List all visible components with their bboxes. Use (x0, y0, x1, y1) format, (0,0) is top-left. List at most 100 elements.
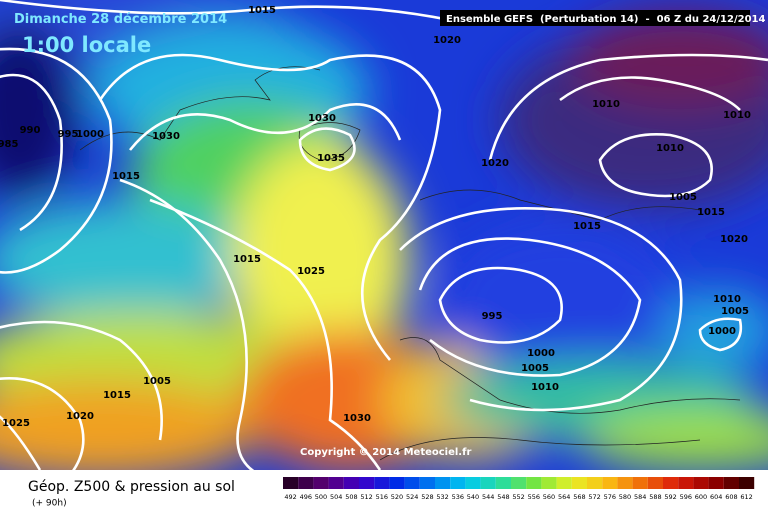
scale-label: 512 (360, 493, 372, 501)
scale-swatch (480, 477, 496, 489)
isobar-label: 995 (58, 129, 79, 140)
scale-swatch (541, 477, 557, 489)
run-info: Ensemble GEFS (Perturbation 14) - 06 Z d… (446, 14, 765, 25)
scale-swatch (404, 477, 420, 489)
forecast-date: Dimanche 28 décembre 2014 (14, 12, 227, 27)
isobar-label: 985 (0, 139, 18, 150)
scale-label: 496 (300, 493, 312, 501)
isobar-label: 1000 (708, 326, 736, 337)
scale-label: 556 (528, 493, 540, 501)
scale-swatch (298, 477, 314, 489)
scale-label: 528 (421, 493, 433, 501)
scale-swatch (571, 477, 587, 489)
isobar-label: 995 (482, 311, 503, 322)
scale-label: 584 (634, 493, 646, 501)
isobar-label: 1015 (573, 221, 601, 232)
scale-swatch (495, 477, 511, 489)
scale-swatch (343, 477, 359, 489)
scale-label: 492 (284, 493, 296, 501)
isobar-label: 1015 (233, 254, 261, 265)
isobar-label: 1020 (433, 35, 461, 46)
scale-swatch (374, 477, 390, 489)
scale-swatch (617, 477, 633, 489)
scale-swatch (450, 477, 466, 489)
isobar-label: 1010 (713, 294, 741, 305)
scale-label: 508 (345, 493, 357, 501)
scale-label: 588 (649, 493, 661, 501)
scale-label: 572 (588, 493, 600, 501)
scale-swatch (587, 477, 603, 489)
lead-time: (+ 90h) (32, 499, 67, 509)
isobar-label: 1030 (343, 413, 371, 424)
scale-swatch (602, 477, 618, 489)
scale-label: 548 (497, 493, 509, 501)
scale-swatch (693, 477, 709, 489)
scale-label: 500 (315, 493, 327, 501)
scale-swatch (313, 477, 329, 489)
isobar-label: 1005 (721, 306, 749, 317)
isobars (0, 0, 768, 470)
scale-label: 596 (680, 493, 692, 501)
isobar-label: 1030 (152, 131, 180, 142)
isobar-label: 1030 (308, 113, 336, 124)
scale-label: 612 (740, 493, 752, 501)
scale-label: 564 (558, 493, 570, 501)
scale-swatch (663, 477, 679, 489)
isobar-label: 1020 (66, 411, 94, 422)
isobar-label: 1005 (669, 192, 697, 203)
color-scale: 492 496 500 504 508 512 516 520 524 528 532 536 540 5… (283, 477, 755, 501)
scale-swatch (283, 477, 299, 489)
scale-label: 592 (664, 493, 676, 501)
copyright: Copyright © 2014 Meteociel.fr (300, 447, 471, 458)
isobar-label: 1025 (2, 418, 30, 429)
scale-swatch (678, 477, 694, 489)
scale-swatch (435, 477, 451, 489)
isobar-label: 1015 (248, 5, 276, 16)
scale-swatch (389, 477, 405, 489)
isobar-label: 1015 (112, 171, 140, 182)
scale-label: 504 (330, 493, 342, 501)
isobar-label: 1035 (317, 153, 345, 164)
isobar-label: 1015 (103, 390, 131, 401)
scale-label: 552 (512, 493, 524, 501)
scale-label: 520 (391, 493, 403, 501)
scale-label: 560 (543, 493, 555, 501)
scale-label: 608 (725, 493, 737, 501)
scale-label: 544 (482, 493, 494, 501)
scale-swatch (526, 477, 542, 489)
isobar-label: 990 (20, 125, 41, 136)
scale-label: 600 (695, 493, 707, 501)
scale-swatch (511, 477, 527, 489)
scale-swatch (723, 477, 739, 489)
isobar-label: 1010 (531, 382, 559, 393)
scale-label: 576 (604, 493, 616, 501)
isobar-label: 1005 (521, 363, 549, 374)
isobar-label: 1025 (297, 266, 325, 277)
isobar-label: 1010 (656, 143, 684, 154)
isobar-label: 1000 (527, 348, 555, 359)
scale-swatch (647, 477, 663, 489)
scale-swatch (739, 477, 755, 489)
scale-swatch (328, 477, 344, 489)
scale-swatch (465, 477, 481, 489)
scale-label: 580 (619, 493, 631, 501)
isobar-label: 1020 (720, 234, 748, 245)
isobar-label: 1020 (481, 158, 509, 169)
isobar-label: 1000 (76, 129, 104, 140)
product-title: Géop. Z500 & pression au sol (28, 479, 235, 495)
scale-swatch (359, 477, 375, 489)
scale-swatch (419, 477, 435, 489)
scale-label: 540 (467, 493, 479, 501)
scale-label: 524 (406, 493, 418, 501)
scale-swatch (708, 477, 724, 489)
scale-swatch (632, 477, 648, 489)
run-box (440, 10, 750, 26)
isobar-label: 1005 (143, 376, 171, 387)
scale-label: 516 (376, 493, 388, 501)
scale-swatch (556, 477, 572, 489)
geopotential-field (0, 0, 768, 470)
isobar-label: 1015 (697, 207, 725, 218)
isobar-label: 1010 (592, 99, 620, 110)
isobar-label: 1010 (723, 110, 751, 121)
